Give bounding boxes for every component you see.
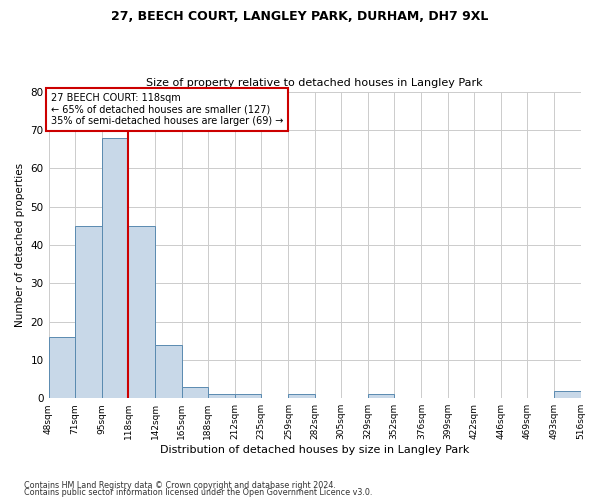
Bar (49, 337, 74, 398)
Bar (128, 226, 155, 398)
Bar (554, 390, 581, 398)
X-axis label: Distribution of detached houses by size in Langley Park: Distribution of detached houses by size … (160, 445, 469, 455)
Y-axis label: Number of detached properties: Number of detached properties (15, 163, 25, 327)
Bar (208, 394, 235, 398)
Bar (289, 394, 314, 398)
Text: Contains public sector information licensed under the Open Government Licence v3: Contains public sector information licen… (24, 488, 373, 497)
Bar (155, 344, 182, 398)
Bar (102, 138, 128, 398)
Bar (235, 394, 261, 398)
Title: Size of property relative to detached houses in Langley Park: Size of property relative to detached ho… (146, 78, 483, 88)
Bar (368, 394, 394, 398)
Text: 27, BEECH COURT, LANGLEY PARK, DURHAM, DH7 9XL: 27, BEECH COURT, LANGLEY PARK, DURHAM, D… (112, 10, 488, 23)
Bar (74, 226, 102, 398)
Text: 27 BEECH COURT: 118sqm
← 65% of detached houses are smaller (127)
35% of semi-de: 27 BEECH COURT: 118sqm ← 65% of detached… (51, 93, 284, 126)
Bar (182, 386, 208, 398)
Text: Contains HM Land Registry data © Crown copyright and database right 2024.: Contains HM Land Registry data © Crown c… (24, 480, 336, 490)
